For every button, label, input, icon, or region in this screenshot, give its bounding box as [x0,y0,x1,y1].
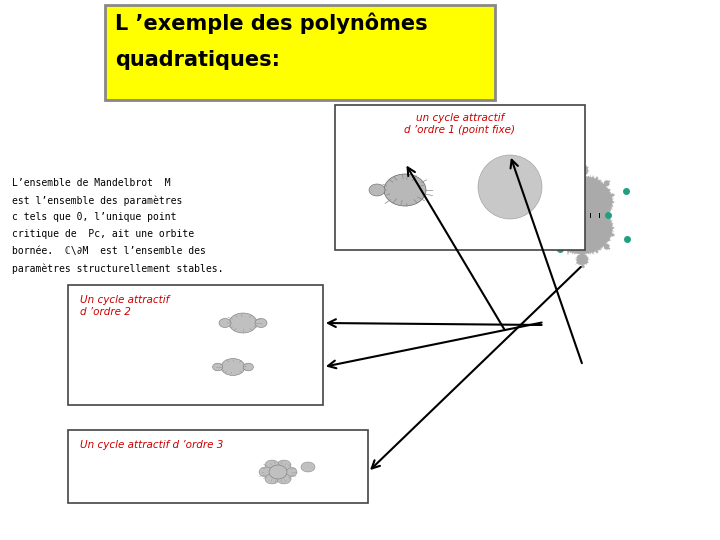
Bar [68,285,323,405]
Text: c tels que 0, l’unique point: c tels que 0, l’unique point [12,212,176,222]
Ellipse shape [219,319,231,327]
Text: critique de  Pc, ait une orbite: critique de Pc, ait une orbite [12,229,194,239]
Text: un cycle attractif
d ’ordre 1 (point fixe): un cycle attractif d ’ordre 1 (point fix… [405,113,516,134]
Circle shape [478,155,542,219]
Ellipse shape [277,474,291,484]
Text: bornée.  ℂ\∂M  est l’ensemble des: bornée. ℂ\∂M est l’ensemble des [12,246,206,256]
Text: est l’ensemble des paramètres: est l’ensemble des paramètres [12,195,182,206]
Text: paramètres structurellement stables.: paramètres structurellement stables. [12,263,223,273]
Text: Un cycle attractif d ’ordre 3: Un cycle attractif d ’ordre 3 [80,440,223,450]
Ellipse shape [259,467,273,477]
Bar [105,5,495,100]
Ellipse shape [369,184,385,196]
Text: quadratiques:: quadratiques: [115,50,280,70]
Ellipse shape [243,363,253,371]
Bar [68,430,368,503]
Ellipse shape [283,467,297,477]
Ellipse shape [384,174,426,206]
Ellipse shape [265,460,279,470]
Ellipse shape [277,460,291,470]
Ellipse shape [221,359,245,375]
Ellipse shape [229,313,257,333]
Text: L ’exemple des polynômes: L ’exemple des polynômes [115,13,428,35]
Ellipse shape [212,363,222,371]
Ellipse shape [265,474,279,484]
Bar [335,105,585,250]
Text: L’ensemble de Mandelbrot  M: L’ensemble de Mandelbrot M [12,178,171,188]
Text: Un cycle attractif
d ’ordre 2: Un cycle attractif d ’ordre 2 [80,295,169,316]
Ellipse shape [301,462,315,472]
Ellipse shape [269,465,287,479]
Ellipse shape [255,319,267,327]
